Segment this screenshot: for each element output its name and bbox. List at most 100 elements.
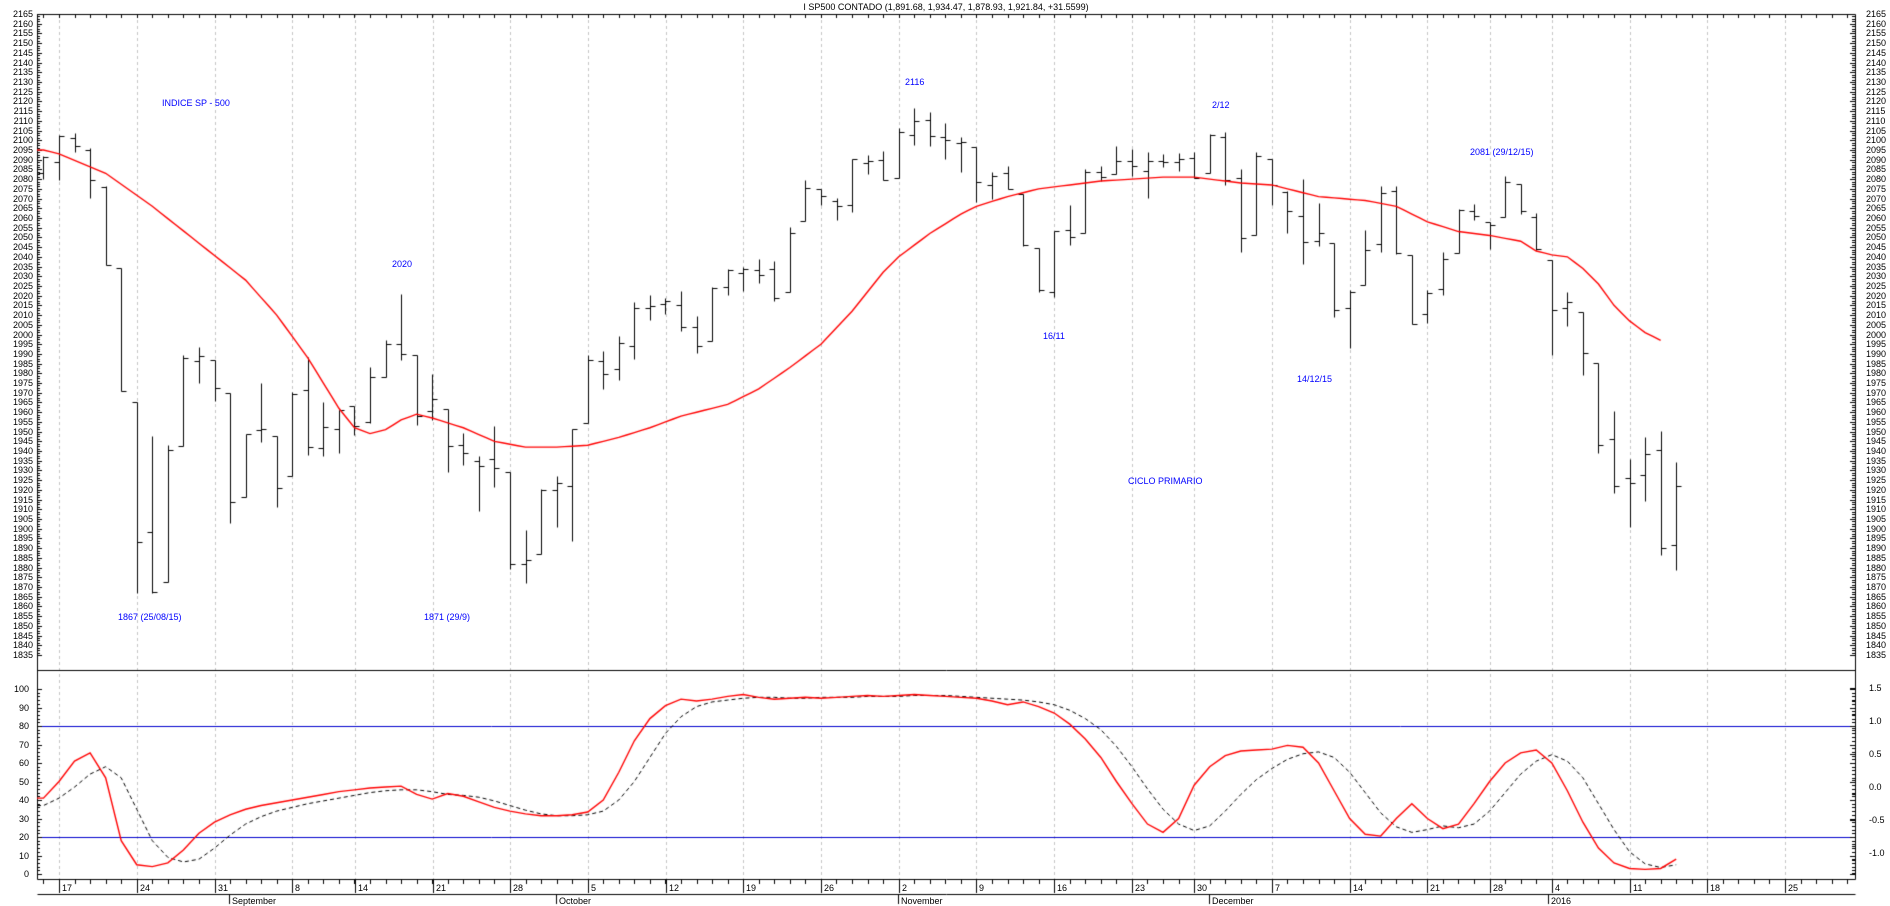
- oscillator-axis-label-left: 80: [18, 721, 29, 731]
- price-axis-label-left: 1965: [12, 397, 33, 408]
- week-axis-label: 28: [513, 883, 524, 893]
- annotation-indice-sp-500: INDICE SP - 500: [162, 98, 230, 108]
- price-axis-label-right: 2050: [1866, 232, 1887, 243]
- price-axis-label-left: 2090: [12, 154, 33, 165]
- oscillator-axis-label-right: 1.5: [1869, 683, 1882, 693]
- week-axis-label: 5: [591, 883, 597, 893]
- price-axis-label-left: 2125: [12, 86, 33, 97]
- price-axis-label-left: 1930: [12, 465, 33, 476]
- price-axis-label-left: 1895: [12, 533, 33, 544]
- price-axis-label-left: 1920: [12, 484, 33, 495]
- price-axis-label-right: 1910: [1866, 504, 1887, 515]
- price-axis-label-left: 2105: [12, 125, 33, 136]
- price-axis-label-left: 1905: [12, 514, 33, 525]
- week-axis-label: 24: [140, 883, 151, 893]
- price-axis-label-left: 1970: [12, 387, 33, 398]
- oscillator-axis-label-right: 1.0: [1869, 716, 1882, 726]
- price-axis-label-left: 1835: [12, 650, 33, 660]
- oscillator-axis-label-left: 90: [18, 702, 29, 713]
- price-axis-label-left: 1925: [12, 475, 33, 486]
- annotation-2081-29-12-15: 2081 (29/12/15): [1470, 147, 1534, 157]
- price-axis-label-left: 1945: [12, 436, 33, 447]
- price-axis-label-left: 2010: [12, 310, 33, 321]
- week-axis-label: 11: [1633, 883, 1643, 893]
- price-axis-label-right: 1895: [1866, 533, 1887, 544]
- week-axis-label: 23: [1135, 883, 1146, 893]
- price-axis-label-left: 2040: [12, 251, 33, 262]
- price-axis-label-left: 2150: [12, 38, 33, 49]
- price-axis-label-right: 2155: [1866, 28, 1887, 39]
- price-axis-label-right: 2045: [1866, 242, 1887, 253]
- price-axis-label-left: 1985: [12, 358, 33, 369]
- week-axis-label: 12: [669, 883, 680, 893]
- price-axis-label-left: 2130: [12, 76, 33, 87]
- price-axis-label-right: 1925: [1866, 475, 1887, 486]
- month-axis-label: 2016: [1551, 896, 1572, 906]
- price-axis-label-right: 2015: [1866, 300, 1887, 311]
- price-axis-label-right: 1955: [1866, 416, 1887, 427]
- price-axis-label-right: 2095: [1866, 144, 1887, 155]
- price-axis-label-left: 2065: [12, 203, 33, 214]
- price-axis-label-left: 2085: [12, 164, 33, 175]
- oscillator-axis-label-left: 70: [18, 739, 29, 750]
- oscillator-axis-label-right: -1.0: [1869, 848, 1885, 858]
- price-axis-label-right: 2150: [1866, 38, 1887, 49]
- price-axis-label-right: 1985: [1866, 358, 1887, 369]
- price-axis-label-left: 2075: [12, 183, 33, 194]
- price-axis-label-right: 2120: [1866, 96, 1887, 107]
- price-axis-label-left: 2080: [12, 174, 33, 185]
- price-axis-label-left: 2025: [12, 280, 33, 291]
- price-axis-label-left: 2160: [12, 18, 33, 29]
- price-axis-label-left: 1955: [12, 416, 33, 427]
- week-axis-label: 30: [1197, 883, 1208, 893]
- annotation-1867-25-08-15: 1867 (25/08/15): [118, 612, 182, 622]
- price-axis-label-left: 2035: [12, 261, 33, 272]
- price-axis-label-right: 2125: [1866, 86, 1887, 97]
- oscillator-axis-label-left: 100: [13, 684, 29, 694]
- price-axis-label-right: 1840: [1866, 640, 1887, 651]
- price-axis-label-left: 2140: [12, 57, 33, 68]
- price-axis-label-right: 1880: [1866, 562, 1887, 573]
- price-axis-label-left: 1855: [12, 611, 33, 622]
- price-axis-label-right: 2130: [1866, 76, 1887, 87]
- price-axis-label-right: 2085: [1866, 164, 1887, 175]
- annotation-14-12-15: 14/12/15: [1297, 374, 1333, 384]
- price-axis-label-right: 1885: [1866, 552, 1887, 563]
- price-axis-label-left: 1860: [12, 601, 33, 612]
- price-axis-label-right: 1860: [1866, 601, 1887, 612]
- price-axis-label-right: 2010: [1866, 310, 1887, 321]
- price-axis-label-left: 2050: [12, 232, 33, 243]
- price-axis-label-right: 1950: [1866, 426, 1887, 437]
- week-axis-label: 2: [902, 883, 908, 893]
- week-axis-label: 28: [1493, 883, 1504, 893]
- price-axis-label-left: 2120: [12, 96, 33, 107]
- price-axis-label-left: 1980: [12, 368, 33, 379]
- week-axis-label: 18: [1710, 883, 1721, 893]
- week-axis-label: 31: [218, 883, 229, 893]
- price-axis-label-right: 1965: [1866, 397, 1887, 408]
- annotation-2116: 2116: [905, 77, 925, 87]
- price-axis-label-right: 2020: [1866, 290, 1887, 301]
- price-axis-label-right: 1890: [1866, 543, 1887, 554]
- week-axis-label: 9: [979, 883, 985, 893]
- price-axis-label-right: 1990: [1866, 348, 1887, 359]
- oscillator-axis-label-left: 20: [18, 832, 29, 842]
- week-axis-label: 21: [1430, 883, 1441, 893]
- price-axis-label-right: 2090: [1866, 154, 1887, 165]
- price-axis-label-left: 1900: [12, 523, 33, 534]
- price-axis-label-left: 1940: [12, 446, 33, 457]
- price-axis-label-left: 1880: [12, 562, 33, 573]
- month-axis-label: November: [901, 896, 943, 906]
- price-axis-label-left: 2070: [12, 193, 33, 204]
- month-axis-label: December: [1212, 896, 1254, 906]
- price-axis-label-left: 1875: [12, 572, 33, 583]
- price-axis-label-right: 2070: [1866, 193, 1887, 204]
- annotation-ciclo-primario: CICLO PRIMARIO: [1128, 476, 1203, 486]
- oscillator-axis-label-right: 0.0: [1869, 782, 1882, 792]
- price-axis-label-right: 1945: [1866, 436, 1887, 447]
- price-axis-label-left: 2155: [12, 28, 33, 39]
- price-axis-label-right: 2115: [1866, 106, 1886, 117]
- price-axis-label-right: 1920: [1866, 484, 1887, 495]
- price-axis-label-right: 2035: [1866, 261, 1887, 272]
